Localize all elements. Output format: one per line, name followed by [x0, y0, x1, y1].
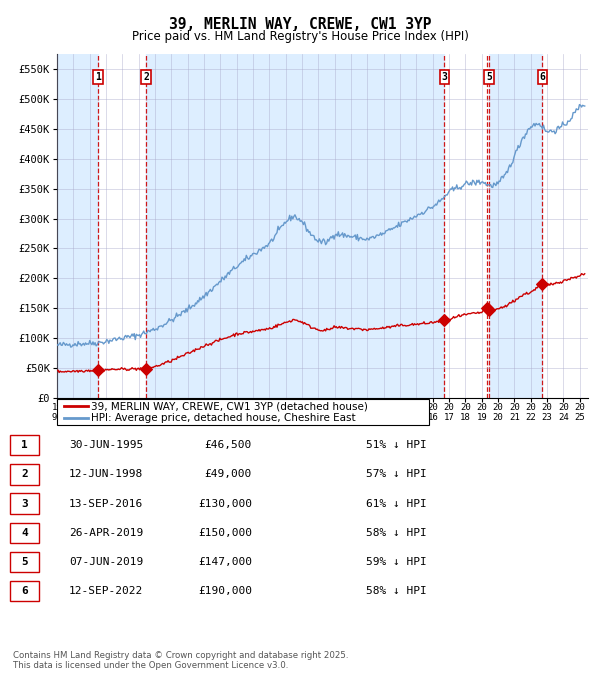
Text: £190,000: £190,000: [198, 586, 252, 596]
Text: 13-SEP-2016: 13-SEP-2016: [69, 498, 143, 509]
Text: HPI: Average price, detached house, Cheshire East: HPI: Average price, detached house, Ches…: [91, 413, 356, 423]
Bar: [57, 54, 77, 398]
Text: 12-JUN-1998: 12-JUN-1998: [69, 469, 143, 479]
Text: 6: 6: [21, 586, 28, 596]
Text: 30-JUN-1995: 30-JUN-1995: [69, 440, 143, 450]
Text: 2: 2: [143, 71, 149, 82]
Bar: [146, 54, 445, 398]
Point: [440, 315, 449, 326]
Text: Contains HM Land Registry data © Crown copyright and database right 2025.: Contains HM Land Registry data © Crown c…: [13, 651, 349, 660]
Text: 2: 2: [21, 469, 28, 479]
Point: [484, 305, 494, 316]
Text: 12-SEP-2022: 12-SEP-2022: [69, 586, 143, 596]
Text: £46,500: £46,500: [205, 440, 252, 450]
Text: 1: 1: [21, 440, 28, 450]
Point: [538, 279, 547, 290]
Text: 5: 5: [486, 71, 492, 82]
Text: 5: 5: [21, 557, 28, 567]
Bar: [57, 54, 98, 398]
Text: Price paid vs. HM Land Registry's House Price Index (HPI): Price paid vs. HM Land Registry's House …: [131, 30, 469, 43]
Point: [141, 363, 151, 374]
Text: £49,000: £49,000: [205, 469, 252, 479]
Text: 6: 6: [539, 71, 545, 82]
Point: [482, 303, 492, 313]
Text: 3: 3: [21, 498, 28, 509]
Text: 07-JUN-2019: 07-JUN-2019: [69, 557, 143, 567]
Text: 57% ↓ HPI: 57% ↓ HPI: [366, 469, 427, 479]
Text: 39, MERLIN WAY, CREWE, CW1 3YP: 39, MERLIN WAY, CREWE, CW1 3YP: [169, 17, 431, 32]
Text: This data is licensed under the Open Government Licence v3.0.: This data is licensed under the Open Gov…: [13, 660, 289, 670]
Text: £150,000: £150,000: [198, 528, 252, 538]
Text: £147,000: £147,000: [198, 557, 252, 567]
Text: 26-APR-2019: 26-APR-2019: [69, 528, 143, 538]
Text: 61% ↓ HPI: 61% ↓ HPI: [366, 498, 427, 509]
Text: 39, MERLIN WAY, CREWE, CW1 3YP (detached house): 39, MERLIN WAY, CREWE, CW1 3YP (detached…: [91, 401, 368, 411]
Text: 59% ↓ HPI: 59% ↓ HPI: [366, 557, 427, 567]
Bar: [489, 54, 542, 398]
Text: 58% ↓ HPI: 58% ↓ HPI: [366, 586, 427, 596]
Text: 51% ↓ HPI: 51% ↓ HPI: [366, 440, 427, 450]
Text: 1: 1: [95, 71, 101, 82]
Text: 4: 4: [21, 528, 28, 538]
Point: [93, 364, 103, 375]
Text: 58% ↓ HPI: 58% ↓ HPI: [366, 528, 427, 538]
Text: £130,000: £130,000: [198, 498, 252, 509]
Text: 3: 3: [442, 71, 448, 82]
